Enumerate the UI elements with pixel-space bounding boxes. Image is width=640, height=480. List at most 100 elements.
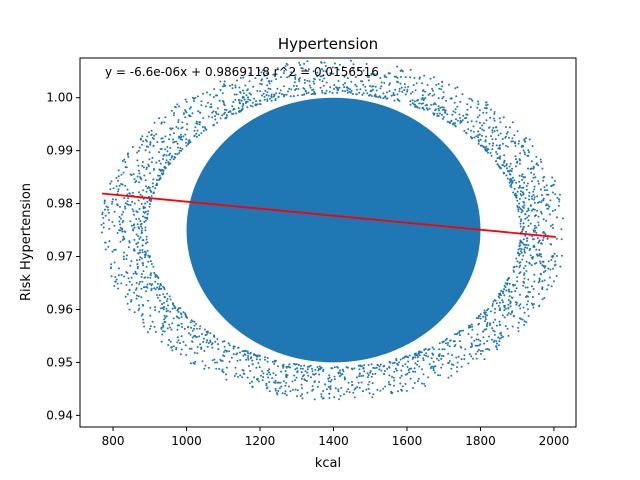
scatter-point xyxy=(522,200,525,203)
scatter-point xyxy=(280,76,282,79)
scatter-point xyxy=(400,86,403,89)
scatter-point xyxy=(169,326,172,329)
scatter-point xyxy=(140,296,143,299)
scatter-point xyxy=(536,209,539,212)
scatter-point xyxy=(395,357,398,360)
scatter-point xyxy=(250,380,253,383)
scatter-point xyxy=(561,217,564,220)
scatter-point xyxy=(131,146,134,148)
scatter-point xyxy=(259,82,262,85)
scatter-point xyxy=(366,372,369,375)
scatter-point xyxy=(155,161,158,164)
scatter-point xyxy=(324,383,327,386)
scatter-point xyxy=(424,385,427,387)
scatter-point xyxy=(115,278,118,281)
scatter-point xyxy=(424,348,427,351)
trend-line xyxy=(101,192,556,238)
scatter-point xyxy=(337,68,340,71)
scatter-point xyxy=(441,363,444,366)
scatter-point xyxy=(362,92,365,95)
scatter-point xyxy=(377,96,380,99)
scatter-point xyxy=(107,208,110,211)
scatter-point xyxy=(172,317,175,320)
scatter-point xyxy=(515,287,518,290)
scatter-point xyxy=(296,94,299,97)
scatter-point xyxy=(146,217,149,220)
scatter-point xyxy=(255,366,258,369)
scatter-point xyxy=(288,75,291,78)
scatter-point xyxy=(541,167,544,170)
scatter-point xyxy=(439,374,442,377)
scatter-point xyxy=(147,186,150,188)
scatter-point xyxy=(520,248,523,251)
scatter-point xyxy=(144,139,147,141)
scatter-point xyxy=(104,248,107,251)
scatter-point xyxy=(520,194,523,197)
scatter-point xyxy=(133,311,136,314)
scatter-point xyxy=(491,131,494,134)
scatter-point xyxy=(541,287,544,290)
scatter-point xyxy=(375,95,378,98)
scatter-point xyxy=(454,122,457,125)
scatter-point xyxy=(190,326,193,329)
scatter-point xyxy=(393,361,396,364)
scatter-point xyxy=(501,299,504,302)
scatter-point xyxy=(333,378,336,381)
scatter-point xyxy=(344,82,346,85)
scatter-point xyxy=(516,206,519,208)
scatter-point xyxy=(196,129,199,132)
scatter-point xyxy=(524,286,527,289)
scatter-point xyxy=(238,86,241,89)
scatter-point xyxy=(484,318,487,321)
scatter-point xyxy=(409,76,412,79)
scatter-point xyxy=(294,379,297,382)
scatter-point xyxy=(540,210,542,213)
scatter-point xyxy=(353,388,356,391)
scatter-point xyxy=(113,224,116,227)
scatter-point xyxy=(184,98,187,101)
scatter-point xyxy=(384,370,386,372)
scatter-point xyxy=(495,345,498,348)
scatter-point xyxy=(214,340,217,343)
scatter-point xyxy=(311,385,314,388)
scatter-point xyxy=(172,138,175,141)
scatter-point xyxy=(160,147,163,150)
scatter-point xyxy=(485,323,488,326)
x-tick-label: 2000 xyxy=(539,434,570,448)
scatter-point xyxy=(502,301,505,304)
scatter-point xyxy=(291,388,294,391)
scatter-point xyxy=(265,384,268,387)
scatter-point xyxy=(502,292,505,295)
scatter-point xyxy=(241,376,244,379)
scatter-point xyxy=(388,90,391,93)
scatter-point xyxy=(262,376,265,378)
scatter-point xyxy=(463,117,466,120)
scatter-point xyxy=(148,151,151,154)
scatter-point xyxy=(142,239,145,242)
scatter-point xyxy=(545,193,548,196)
scatter-point xyxy=(294,78,297,80)
scatter-point xyxy=(139,138,142,141)
scatter-point xyxy=(363,370,366,373)
scatter-point xyxy=(296,367,299,370)
scatter-point xyxy=(538,253,541,255)
scatter-point xyxy=(231,87,234,90)
y-axis: 0.940.950.960.970.980.991.00 xyxy=(46,91,80,422)
scatter-point xyxy=(366,376,369,379)
scatter-point xyxy=(147,299,150,302)
scatter-point xyxy=(522,238,525,241)
scatter-point xyxy=(525,295,528,297)
scatter-point xyxy=(421,368,423,371)
scatter-point xyxy=(297,363,300,366)
scatter-point xyxy=(170,156,173,159)
scatter-point xyxy=(140,225,143,228)
scatter-point xyxy=(303,81,306,84)
scatter-point xyxy=(160,137,163,140)
scatter-point xyxy=(229,110,232,113)
scatter-point xyxy=(162,169,165,172)
scatter-point xyxy=(390,94,393,97)
scatter-point xyxy=(264,358,266,361)
scatter-point xyxy=(477,317,480,320)
scatter-point xyxy=(331,91,334,94)
scatter-point xyxy=(187,325,190,328)
